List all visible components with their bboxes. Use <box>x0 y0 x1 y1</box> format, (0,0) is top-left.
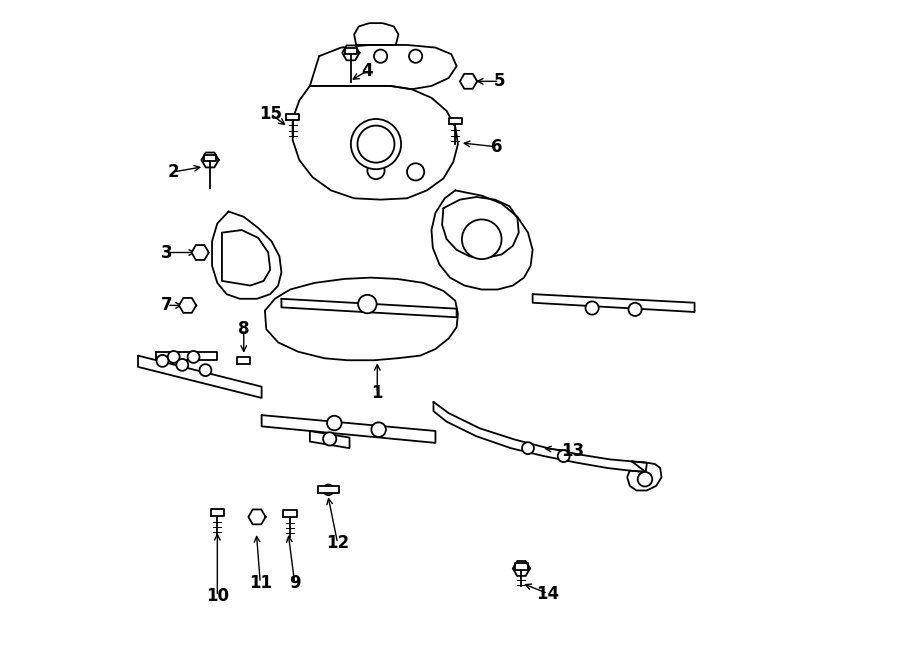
Polygon shape <box>460 74 477 89</box>
Circle shape <box>372 422 386 437</box>
Polygon shape <box>211 509 224 516</box>
Polygon shape <box>179 298 196 313</box>
Text: 3: 3 <box>161 243 173 262</box>
Circle shape <box>200 364 212 376</box>
Polygon shape <box>627 461 662 490</box>
Text: 1: 1 <box>372 384 383 403</box>
Circle shape <box>558 450 570 462</box>
Polygon shape <box>292 86 458 200</box>
Polygon shape <box>310 45 456 89</box>
Text: 4: 4 <box>362 61 374 80</box>
Text: 13: 13 <box>561 442 584 460</box>
Polygon shape <box>222 230 270 286</box>
Polygon shape <box>533 294 695 312</box>
Text: 12: 12 <box>326 534 349 553</box>
Text: 5: 5 <box>494 72 505 91</box>
Circle shape <box>346 48 356 58</box>
Text: 7: 7 <box>161 296 173 315</box>
Circle shape <box>638 472 652 486</box>
Circle shape <box>323 432 337 446</box>
Text: 15: 15 <box>258 104 282 123</box>
Polygon shape <box>431 190 533 290</box>
Circle shape <box>367 162 384 179</box>
Text: 9: 9 <box>289 574 301 592</box>
Polygon shape <box>284 510 297 517</box>
Circle shape <box>327 416 342 430</box>
Circle shape <box>358 295 376 313</box>
Polygon shape <box>434 402 647 472</box>
Polygon shape <box>212 212 282 299</box>
Circle shape <box>176 359 188 371</box>
Circle shape <box>167 351 180 363</box>
Polygon shape <box>282 299 456 317</box>
Polygon shape <box>449 118 462 124</box>
Circle shape <box>586 301 598 315</box>
Circle shape <box>323 485 334 495</box>
Circle shape <box>357 126 394 163</box>
Polygon shape <box>442 197 518 258</box>
Circle shape <box>374 50 387 63</box>
Polygon shape <box>138 356 262 398</box>
Polygon shape <box>513 561 530 576</box>
Circle shape <box>195 248 205 257</box>
Polygon shape <box>318 486 339 493</box>
Circle shape <box>522 442 534 454</box>
Circle shape <box>462 219 501 259</box>
Polygon shape <box>192 245 209 260</box>
Circle shape <box>252 512 262 522</box>
Circle shape <box>183 301 193 310</box>
Circle shape <box>517 564 526 573</box>
Polygon shape <box>515 563 528 570</box>
Polygon shape <box>355 23 399 45</box>
Polygon shape <box>202 153 219 167</box>
Circle shape <box>407 163 424 180</box>
Circle shape <box>205 155 215 165</box>
Polygon shape <box>342 46 359 60</box>
Circle shape <box>157 355 168 367</box>
Circle shape <box>187 351 200 363</box>
Polygon shape <box>310 431 349 448</box>
Text: 14: 14 <box>536 584 560 603</box>
Circle shape <box>464 77 473 86</box>
Polygon shape <box>345 48 356 54</box>
Text: 11: 11 <box>248 574 272 592</box>
Text: 6: 6 <box>491 137 502 156</box>
Circle shape <box>628 303 642 316</box>
Polygon shape <box>238 357 250 364</box>
Text: 10: 10 <box>206 587 229 605</box>
Polygon shape <box>286 114 300 120</box>
Polygon shape <box>156 352 217 360</box>
Polygon shape <box>265 278 458 360</box>
Polygon shape <box>262 415 436 443</box>
Polygon shape <box>204 155 216 161</box>
Polygon shape <box>248 510 266 524</box>
Circle shape <box>351 119 401 169</box>
Text: 8: 8 <box>238 320 249 338</box>
Circle shape <box>409 50 422 63</box>
Text: 2: 2 <box>168 163 179 181</box>
